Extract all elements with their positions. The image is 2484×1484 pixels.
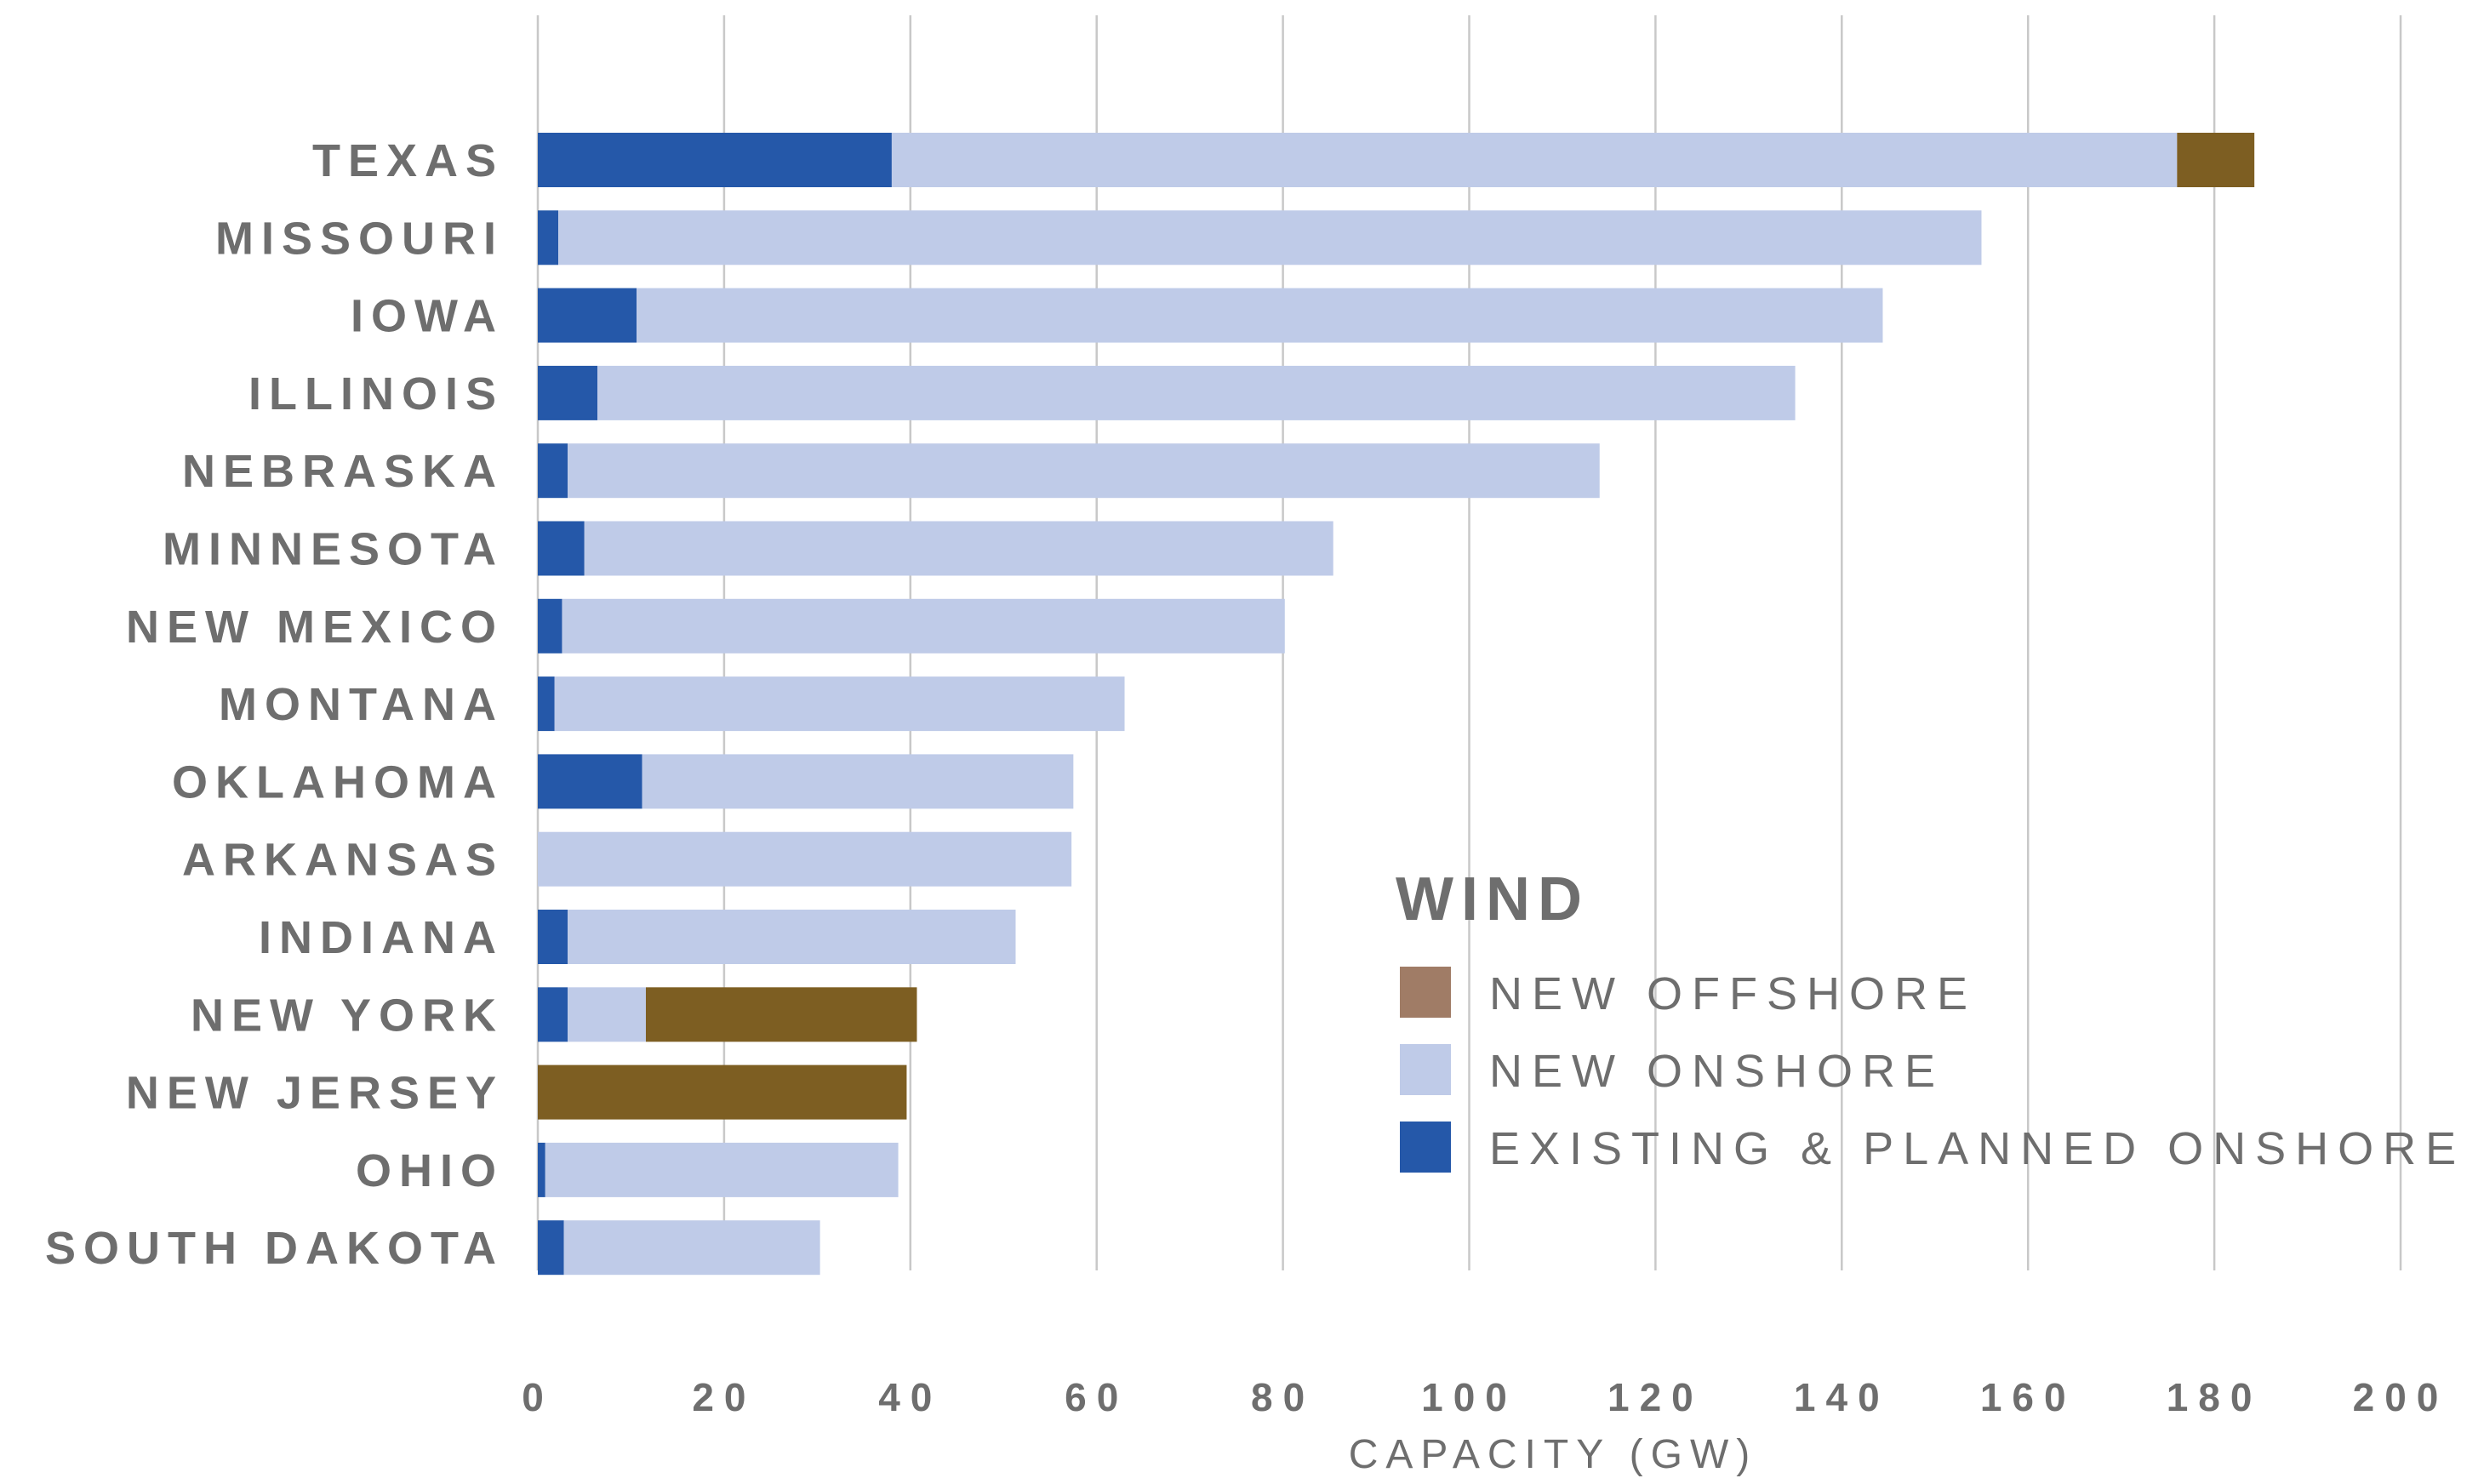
legend-label: NEW OFFSHORE xyxy=(1489,968,1977,1019)
bar-segment xyxy=(538,443,568,499)
bar-segment xyxy=(538,831,1072,887)
x-tick-label: 100 xyxy=(1421,1375,1517,1419)
bar-segment xyxy=(538,210,559,265)
bar-segment xyxy=(538,598,562,654)
bar-segment xyxy=(538,1220,564,1276)
bar-segment xyxy=(642,754,1074,809)
bar-segment xyxy=(538,754,642,809)
x-tick-label: 140 xyxy=(1794,1375,1890,1419)
category-label: NEW JERSEY xyxy=(126,1068,504,1119)
category-label: IOWA xyxy=(351,291,504,342)
x-tick-label: 20 xyxy=(692,1375,756,1419)
category-label: NEBRASKA xyxy=(182,446,504,497)
bar-segment xyxy=(2177,133,2255,187)
bar-segment xyxy=(568,910,1016,964)
x-tick-label: 80 xyxy=(1251,1375,1315,1419)
bar-segment xyxy=(597,365,1796,420)
category-label: ILLINOIS xyxy=(248,368,504,420)
x-tick-label: 60 xyxy=(1065,1375,1128,1419)
bar-segment xyxy=(538,676,555,732)
bar-segment xyxy=(538,987,568,1042)
bar-segment xyxy=(538,521,585,576)
category-labels: TEXAS MISSOURI IOWA ILLINOIS NEBRASKA MINNESO… xyxy=(45,135,504,1274)
bar-segment xyxy=(562,598,1285,654)
legend-label: EXISTING & PLANNED ONSHORE xyxy=(1489,1123,2465,1174)
bar-segment xyxy=(554,676,1125,732)
category-label: SOUTH DAKOTA xyxy=(45,1223,504,1274)
x-tick-label: 0 xyxy=(522,1375,554,1419)
x-tick-labels: 0 20 40 60 80 100 120 140 160 180 200 xyxy=(522,1375,2449,1419)
bar-segment xyxy=(568,443,1600,499)
bar-segment xyxy=(538,1142,545,1197)
bar-segment xyxy=(891,133,2178,187)
bar-segment xyxy=(538,133,892,187)
legend-swatch xyxy=(1400,1044,1451,1095)
x-axis-title: CAPACITY (GW) xyxy=(1349,1432,1758,1477)
x-tick-label: 180 xyxy=(2167,1375,2263,1419)
category-label: OKLAHOMA xyxy=(172,756,504,808)
bar-segment xyxy=(558,210,1982,265)
bars xyxy=(538,133,2255,1276)
bar-segment xyxy=(538,910,568,964)
bar-segment xyxy=(538,1064,907,1120)
category-label: NEW MEXICO xyxy=(126,602,504,653)
bar-segment xyxy=(637,288,1883,343)
category-label: MINNESOTA xyxy=(163,524,504,575)
bar-segment xyxy=(545,1142,899,1197)
category-label: INDIANA xyxy=(259,912,504,963)
bar-segment xyxy=(584,521,1333,576)
x-tick-label: 40 xyxy=(878,1375,942,1419)
category-label: MONTANA xyxy=(219,679,504,730)
bar-segment xyxy=(538,288,637,343)
legend-swatch xyxy=(1400,1122,1451,1173)
bar-segment xyxy=(645,987,917,1042)
legend: WIND NEW OFFSHORE NEW ONSHORE EXISTING & P… xyxy=(1396,865,2465,1174)
category-label: ARKANSAS xyxy=(182,835,504,886)
x-tick-label: 120 xyxy=(1607,1375,1704,1419)
x-tick-label: 160 xyxy=(1980,1375,2076,1419)
bar-segment xyxy=(538,365,598,420)
bar-segment xyxy=(563,1220,820,1276)
bar-segment xyxy=(568,987,646,1042)
category-label: NEW YORK xyxy=(191,990,504,1041)
category-label: MISSOURI xyxy=(215,213,504,264)
legend-swatch xyxy=(1400,967,1451,1018)
category-label: OHIO xyxy=(356,1145,504,1196)
legend-title: WIND xyxy=(1396,865,1590,933)
category-label: TEXAS xyxy=(312,135,504,186)
legend-label: NEW ONSHORE xyxy=(1489,1046,1944,1097)
x-tick-label: 200 xyxy=(2353,1375,2449,1419)
